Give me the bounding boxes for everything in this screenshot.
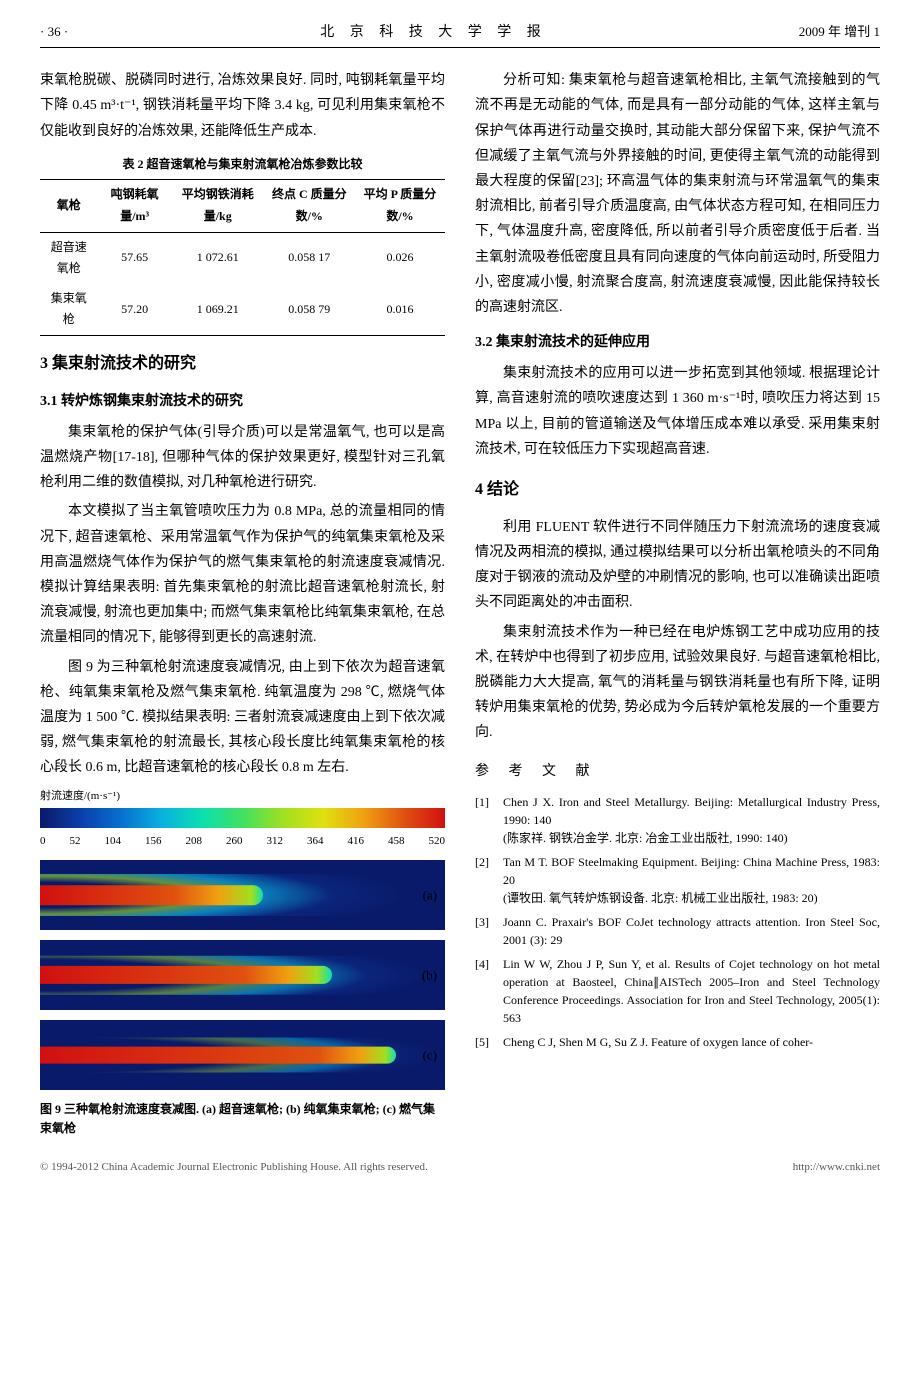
- reference-item: [1]Chen J X. Iron and Steel Metallurgy. …: [475, 793, 880, 847]
- table2-caption: 表 2 超音速氧枪与集束射流氧枪冶炼参数比较: [40, 154, 445, 176]
- right-column: 分析可知: 集束氧枪与超音速氧枪相比, 主氧气流接触到的气流不再是无动能的气体,…: [475, 68, 880, 1144]
- page-number: · 36 ·: [40, 20, 68, 43]
- p-3-2: 集束射流技术的应用可以进一步拓宽到其他领域. 根据理论计算, 高音速射流的喷吹速…: [475, 361, 880, 462]
- section-3-heading: 3 集束射流技术的研究: [40, 350, 445, 379]
- section-4-heading: 4 结论: [475, 476, 880, 505]
- fig9-panel-c: (c): [40, 1020, 445, 1090]
- page-header: · 36 · 北 京 科 技 大 学 学 报 2009 年 增刊 1: [40, 20, 880, 48]
- footer-url: http://www.cnki.net: [793, 1158, 880, 1178]
- footer: © 1994-2012 China Academic Journal Elect…: [40, 1158, 880, 1178]
- panel-label-b: (b): [422, 963, 437, 986]
- fig9-ticks: 0 52 104 156 208 260 312 364 416 458 520: [40, 832, 445, 852]
- section-3-1-heading: 3.1 转炉炼钢集束射流技术的研究: [40, 389, 445, 414]
- th-4: 平均 P 质量分数/%: [355, 180, 445, 232]
- p-3-1-b: 本文模拟了当主氧管喷吹压力为 0.8 MPa, 总的流量相同的情况下, 超音速氧…: [40, 499, 445, 650]
- table2: 氧枪 吨钢耗氧量/m³ 平均钢铁消耗量/kg 终点 C 质量分数/% 平均 P …: [40, 179, 445, 336]
- th-0: 氧枪: [40, 180, 97, 232]
- analysis-paragraph: 分析可知: 集束氧枪与超音速氧枪相比, 主氧气流接触到的气流不再是无动能的气体,…: [475, 68, 880, 320]
- reference-item: [4]Lin W W, Zhou J P, Sun Y, et al. Resu…: [475, 955, 880, 1027]
- th-1: 吨钢耗氧量/m³: [97, 180, 171, 232]
- copyright-text: © 1994-2012 China Academic Journal Elect…: [40, 1158, 428, 1178]
- p-4-b: 集束射流技术作为一种已经在电炉炼钢工艺中成功应用的技术, 在转炉中也得到了初步应…: [475, 620, 880, 746]
- fig9-colorbar: [40, 808, 445, 828]
- issue-info: 2009 年 增刊 1: [799, 20, 880, 43]
- fig9-panel-a: (a): [40, 860, 445, 930]
- left-column: 束氧枪脱碳、脱磷同时进行, 冶炼效果良好. 同时, 吨钢耗氧量平均下降 0.45…: [40, 68, 445, 1144]
- references-heading: 参 考 文 献: [475, 759, 880, 784]
- th-3: 终点 C 质量分数/%: [264, 180, 355, 232]
- two-column-layout: 束氧枪脱碳、脱磷同时进行, 冶炼效果良好. 同时, 吨钢耗氧量平均下降 0.45…: [40, 68, 880, 1144]
- table-row: 超音速氧枪 57.65 1 072.61 0.058 17 0.026: [40, 232, 445, 284]
- intro-paragraph: 束氧枪脱碳、脱磷同时进行, 冶炼效果良好. 同时, 吨钢耗氧量平均下降 0.45…: [40, 68, 445, 144]
- p-4-a: 利用 FLUENT 软件进行不同伴随压力下射流流场的速度衰减情况及两相流的模拟,…: [475, 515, 880, 616]
- fig9-panel-b: (b): [40, 940, 445, 1010]
- th-2: 平均钢铁消耗量/kg: [172, 180, 264, 232]
- panel-label-c: (c): [423, 1043, 437, 1066]
- p-3-1-a: 集束氧枪的保护气体(引导介质)可以是常温氧气, 也可以是高温燃烧产物[17-18…: [40, 420, 445, 496]
- table-row: 集束氧枪 57.20 1 069.21 0.058 79 0.016: [40, 284, 445, 336]
- panel-label-a: (a): [423, 883, 437, 906]
- references-list: [1]Chen J X. Iron and Steel Metallurgy. …: [475, 793, 880, 1051]
- section-3-2-heading: 3.2 集束射流技术的延伸应用: [475, 330, 880, 355]
- reference-item: [5]Cheng C J, Shen M G, Su Z J. Feature …: [475, 1033, 880, 1051]
- fig9-caption: 图 9 三种氧枪射流速度衰减图. (a) 超音速氧枪; (b) 纯氧集束氧枪; …: [40, 1100, 445, 1138]
- reference-item: [2]Tan M T. BOF Steelmaking Equipment. B…: [475, 853, 880, 907]
- reference-item: [3]Joann C. Praxair's BOF CoJet technolo…: [475, 913, 880, 949]
- p-3-1-c: 图 9 为三种氧枪射流速度衰减情况, 由上到下依次为超音速氧枪、纯氧集束氧枪及燃…: [40, 655, 445, 781]
- fig9-axis-label: 射流速度/(m·s⁻¹): [40, 787, 445, 807]
- journal-name: 北 京 科 技 大 学 学 报: [320, 20, 547, 45]
- figure-9: 射流速度/(m·s⁻¹) 0 52 104 156 208 260 312 36…: [40, 787, 445, 1139]
